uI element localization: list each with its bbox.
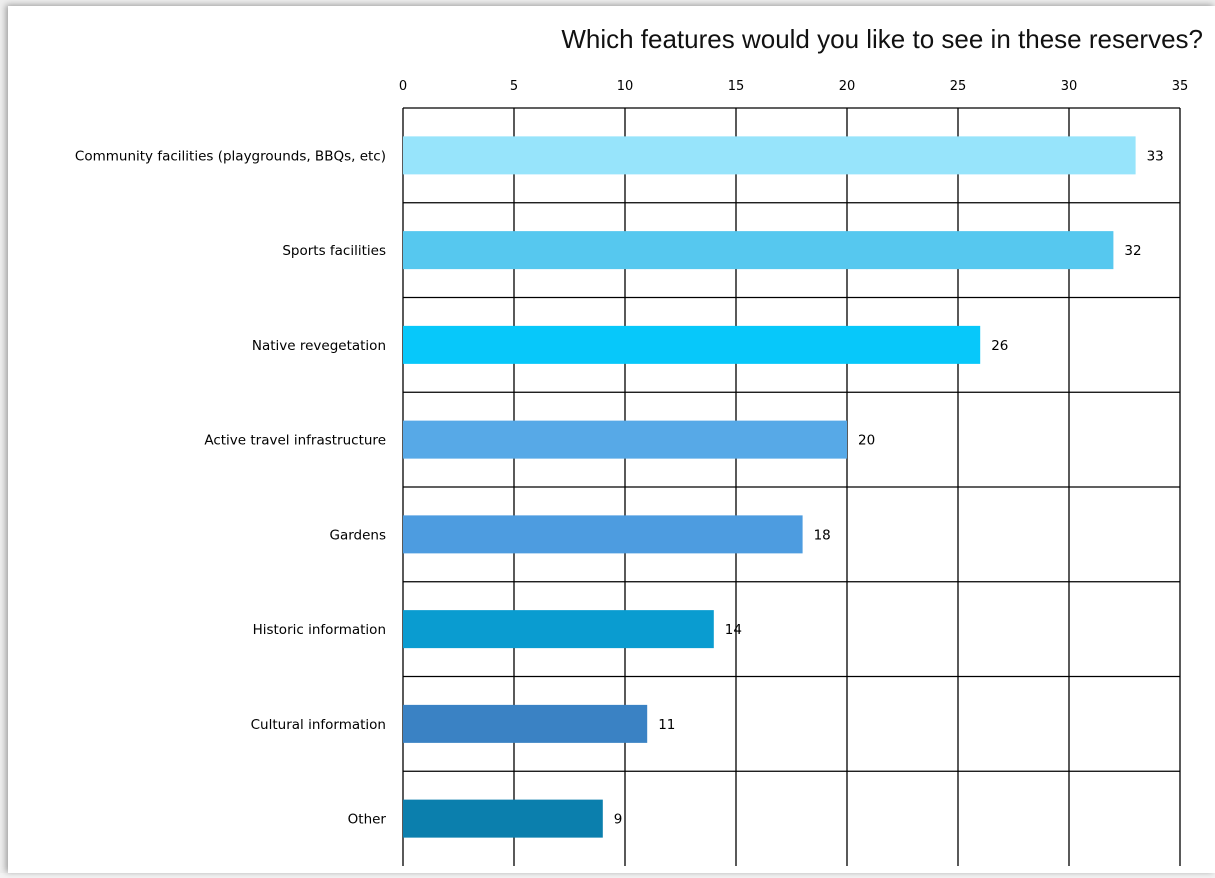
data-label: 32 (1124, 243, 1141, 259)
category-label: Other (348, 812, 387, 828)
x-tick-label: 25 (950, 79, 967, 94)
data-label: 20 (858, 433, 875, 449)
bar (403, 610, 714, 649)
bar (403, 136, 1136, 175)
data-label: 14 (725, 622, 742, 638)
category-label: Cultural information (251, 717, 386, 733)
category-label: Gardens (329, 527, 386, 543)
data-label: 26 (991, 338, 1008, 354)
grid (402, 107, 1181, 866)
x-tick-label: 5 (510, 79, 518, 94)
x-tick-label: 10 (617, 79, 634, 94)
x-tick-label: 15 (728, 79, 745, 94)
data-label: 11 (658, 717, 675, 733)
data-label: 18 (814, 527, 831, 543)
bar (403, 231, 1114, 270)
x-tick-label: 0 (399, 79, 407, 94)
data-label: 9 (614, 812, 623, 828)
chart-title: Which features would you like to see in … (561, 24, 1203, 54)
x-tick-label: 20 (839, 79, 856, 94)
bar (403, 420, 847, 459)
category-label: Active travel infrastructure (204, 433, 386, 449)
bar (403, 515, 803, 554)
bar (403, 704, 648, 743)
data-label: 33 (1147, 148, 1164, 164)
x-tick-label: 35 (1172, 79, 1189, 94)
bar-chart: Which features would you like to see in … (75, 24, 1203, 866)
chart-page: Which features would you like to see in … (8, 6, 1215, 873)
category-label: Historic information (253, 622, 386, 638)
category-labels: Community facilities (playgrounds, BBQs,… (75, 148, 387, 827)
bars (403, 136, 1136, 838)
category-label: Community facilities (playgrounds, BBQs,… (75, 148, 386, 164)
x-axis-ticks: 0 5 10 15 20 25 30 35 (399, 79, 1188, 94)
data-labels: 33 32 26 20 18 14 11 9 (614, 148, 1164, 827)
category-label: Sports facilities (282, 243, 386, 259)
bar (403, 325, 981, 364)
x-tick-label: 30 (1061, 79, 1078, 94)
bar (403, 799, 603, 838)
category-label: Native revegetation (252, 338, 386, 354)
